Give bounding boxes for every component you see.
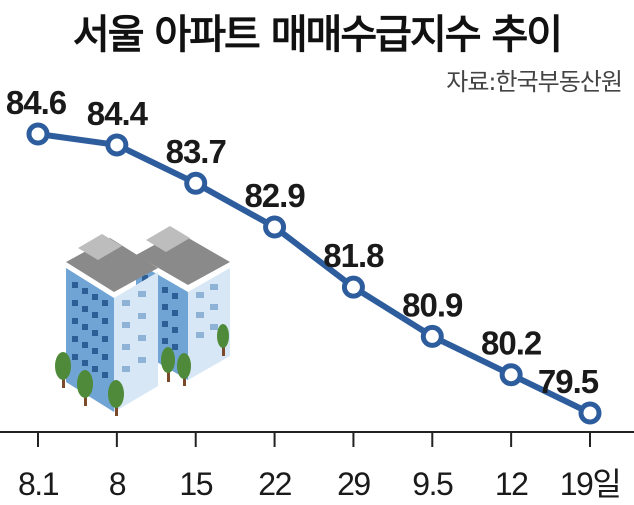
x-tick-label: 29 — [337, 466, 370, 502]
data-label: 79.5 — [538, 363, 599, 400]
data-point — [263, 215, 287, 239]
tree-icon — [55, 324, 229, 416]
data-point — [105, 133, 129, 157]
data-point — [578, 401, 602, 425]
x-tick-label: 9.5 — [412, 466, 453, 502]
data-label: 81.8 — [323, 237, 384, 274]
data-label: 80.9 — [402, 286, 463, 323]
source-note: 자료:한국부동산원 — [446, 68, 623, 96]
data-point — [499, 363, 523, 387]
x-tick-label: 8.1 — [18, 466, 59, 502]
data-label: 84.4 — [87, 95, 149, 132]
data-label: 80.2 — [481, 325, 542, 362]
x-tick-label: 15 — [179, 466, 212, 502]
x-tick-label: 12 — [495, 466, 528, 502]
series-line — [35, 131, 593, 416]
data-label: 82.9 — [244, 177, 305, 214]
x-tick-label: 8 — [109, 466, 126, 502]
x-tick-label: 19일 — [560, 466, 621, 502]
chart-title: 서울 아파트 매매수급지수 추이 — [72, 12, 563, 58]
data-point — [420, 324, 444, 348]
data-label: 84.6 — [6, 84, 67, 121]
x-tick-label: 22 — [258, 466, 291, 502]
data-label: 83.7 — [166, 133, 226, 170]
apartment-building-illustration — [55, 226, 230, 416]
data-point — [184, 171, 208, 195]
data-point — [26, 122, 50, 146]
data-point — [341, 275, 365, 299]
